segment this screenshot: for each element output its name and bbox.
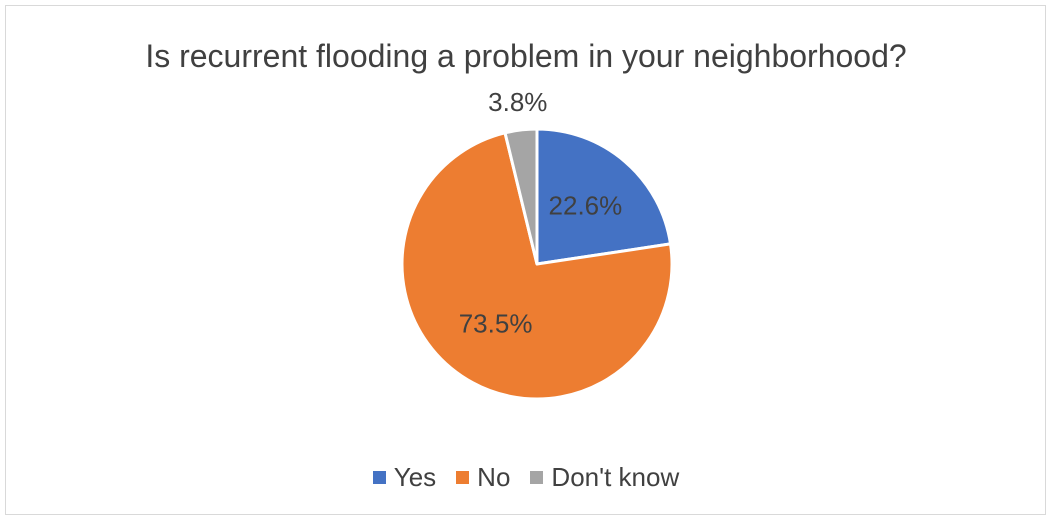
pie-slice-yes (535, 127, 672, 266)
legend-label-no: No (477, 462, 511, 492)
legend-swatch-yes (372, 471, 386, 484)
legend-swatch-dont-know (530, 471, 544, 484)
data-label-don-t-know: 3.8% (488, 87, 547, 117)
data-label-no: 73.5% (459, 308, 533, 338)
legend-label-dont-know: Don't know (551, 462, 680, 492)
pie-slice-don-t-know (503, 127, 539, 266)
legend-swatch-no (456, 471, 470, 484)
legend: Yes No Don't know (0, 462, 1052, 493)
chart-title: Is recurrent flooding a problem in your … (145, 38, 907, 74)
legend-item-dont-know: Don't know (530, 462, 679, 493)
legend-item-no: No (456, 462, 510, 493)
legend-item-yes: Yes (372, 462, 437, 493)
legend-label-yes: Yes (393, 462, 437, 492)
data-label-yes: 22.6% (549, 191, 623, 221)
pie-slice-no (400, 131, 674, 401)
